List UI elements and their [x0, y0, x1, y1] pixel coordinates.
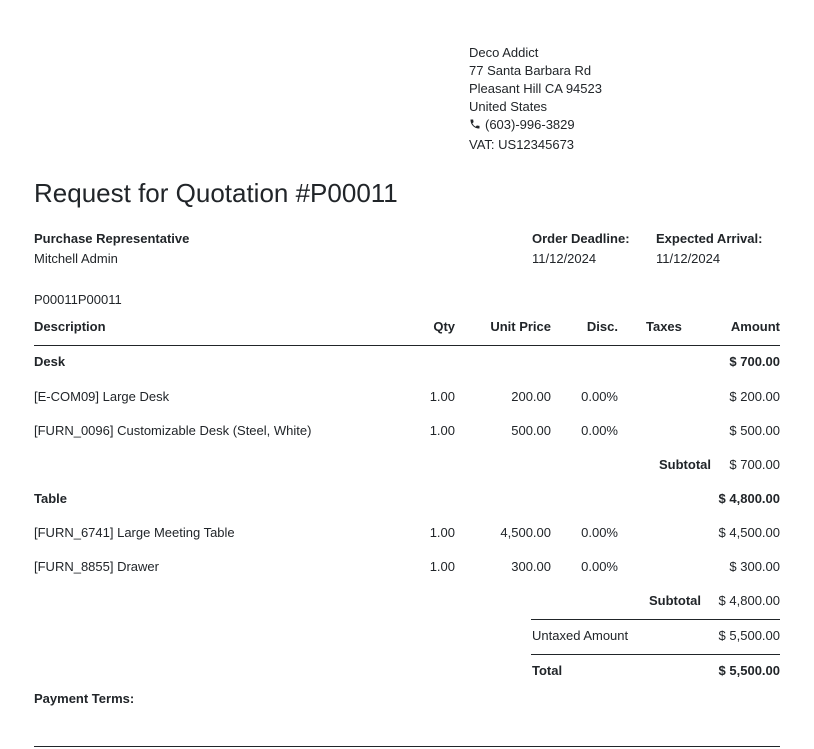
line-disc: 0.00% [581, 423, 618, 438]
arrival-value: 11/12/2024 [656, 251, 721, 266]
deadline-label: Order Deadline: [532, 231, 630, 246]
vendor-phone-row: (603)-996-3829 [469, 116, 602, 134]
vendor-street: 77 Santa Barbara Rd [469, 63, 592, 78]
header-divider [34, 345, 780, 346]
line-amount: $ 500.00 [729, 423, 780, 438]
col-description: Description [34, 319, 106, 334]
total-label: Total [532, 663, 563, 678]
line-qty: 1.00 [429, 559, 455, 574]
col-taxes: Taxes [646, 319, 682, 334]
subtotal-value: $ 4,800.00 [718, 593, 780, 608]
section-total: $ 700.00 [729, 354, 780, 369]
total-divider [531, 654, 780, 655]
line-qty: 1.00 [429, 525, 455, 540]
subtotal-label: Subtotal [649, 593, 701, 608]
line-unit-price: 4,500.00 [500, 525, 551, 540]
line-description: [FURN_8855] Drawer [34, 559, 159, 574]
untaxed-value: $ 5,500.00 [718, 628, 780, 643]
untaxed-label: Untaxed Amount [532, 628, 629, 643]
section-total: $ 4,800.00 [718, 491, 780, 506]
section-name: Table [34, 491, 67, 506]
reference: P00011P00011 [34, 292, 122, 307]
line-description: [E-COM09] Large Desk [34, 389, 170, 404]
vendor-phone: (603)-996-3829 [485, 117, 575, 132]
line-amount: $ 200.00 [729, 389, 780, 404]
rep-value: Mitchell Admin [34, 251, 118, 266]
section-name: Desk [34, 354, 66, 369]
vendor-city: Pleasant Hill CA 94523 [469, 81, 602, 96]
line-qty: 1.00 [429, 423, 455, 438]
total-value: $ 5,500.00 [718, 663, 780, 678]
line-unit-price: 300.00 [511, 559, 551, 574]
vendor-vat: VAT: US12345673 [469, 137, 575, 152]
line-disc: 0.00% [581, 525, 618, 540]
line-disc: 0.00% [581, 559, 618, 574]
line-description: [FURN_0096] Customizable Desk (Steel, Wh… [34, 423, 312, 438]
line-amount: $ 4,500.00 [718, 525, 780, 540]
vendor-address: Deco Addict 77 Santa Barbara Rd Pleasant… [469, 44, 602, 154]
line-amount: $ 300.00 [729, 559, 780, 574]
line-qty: 1.00 [429, 389, 455, 404]
totals-divider [531, 619, 780, 620]
vendor-name: Deco Addict [469, 45, 539, 60]
col-amount: Amount [730, 319, 780, 334]
line-unit-price: 500.00 [511, 423, 551, 438]
rep-label: Purchase Representative [34, 231, 190, 246]
col-unit-price: Unit Price [490, 319, 551, 334]
col-qty: Qty [433, 319, 455, 334]
line-disc: 0.00% [581, 389, 618, 404]
col-disc: Disc. [586, 319, 618, 334]
subtotal-label: Subtotal [659, 457, 711, 472]
line-description: [FURN_6741] Large Meeting Table [34, 525, 235, 540]
footer-divider [34, 746, 780, 747]
payment-terms-label: Payment Terms: [34, 691, 135, 706]
arrival-label: Expected Arrival: [656, 231, 763, 246]
line-unit-price: 200.00 [511, 389, 551, 404]
subtotal-value: $ 700.00 [729, 457, 780, 472]
phone-icon [470, 119, 480, 129]
page-title: Request for Quotation #P00011 [34, 178, 398, 208]
deadline-value: 11/12/2024 [532, 251, 597, 266]
vendor-country: United States [469, 99, 548, 114]
